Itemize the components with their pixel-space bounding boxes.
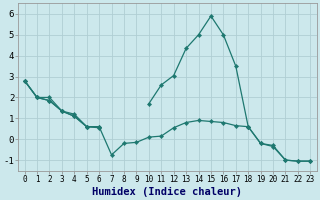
X-axis label: Humidex (Indice chaleur): Humidex (Indice chaleur)	[92, 186, 243, 197]
